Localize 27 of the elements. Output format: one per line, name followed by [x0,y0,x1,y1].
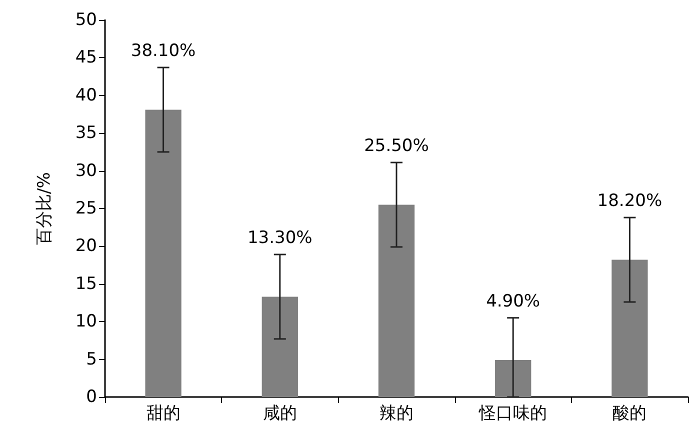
data-label: 4.90% [486,291,540,312]
x-tick-label: 辣的 [380,404,414,424]
x-tick-label: 酸的 [612,404,647,424]
data-label: 25.50% [364,136,429,156]
y-tick-label: 0 [86,387,97,407]
y-tick-label: 30 [75,160,97,181]
y-tick-label: 20 [75,236,97,256]
y-tick-label: 5 [86,349,97,370]
bar [262,296,298,397]
y-tick-label: 50 [75,10,97,30]
bar [495,360,532,397]
y-tick-label: 45 [75,48,97,68]
data-label: 13.30% [247,228,312,248]
bar [145,110,182,397]
y-tick-label: 15 [75,274,97,294]
y-tick-label: 10 [75,312,97,332]
data-label: 18.20% [597,191,662,212]
bar [612,260,648,397]
y-tick-label: 40 [75,85,97,106]
y-tick-label: 35 [75,123,97,144]
y-axis-title: 百分比/% [34,172,54,245]
x-tick-label: 甜的 [146,404,180,424]
y-tick-label: 25 [75,198,97,218]
x-tick-label: 怪口味的 [478,404,548,424]
data-label: 38.10% [130,41,196,61]
x-tick-label: 咸的 [262,404,297,424]
bar [378,204,415,397]
